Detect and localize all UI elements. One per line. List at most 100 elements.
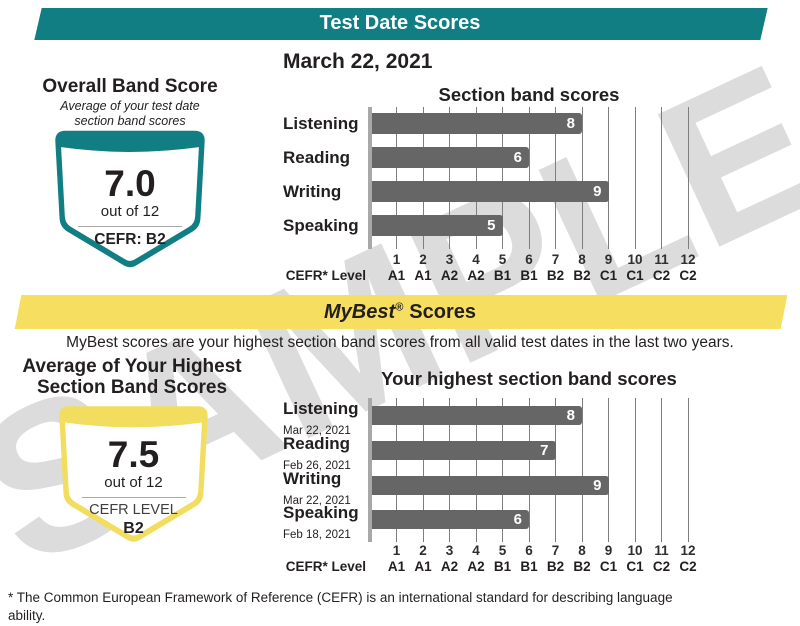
badge-shield-shape: [59, 406, 208, 542]
highest-average-outof: out of 12: [104, 474, 163, 491]
bar-value: 9: [593, 183, 602, 200]
gridline: [502, 398, 503, 536]
gridline: [475, 398, 477, 536]
highest-title-line2: Section Band Scores: [36, 377, 228, 399]
axis-tick: [502, 243, 503, 249]
axis-tick-number: 3: [445, 252, 454, 267]
axis-tick: [528, 536, 530, 542]
axis-tick-number: 9: [604, 252, 613, 267]
row-date: Feb 18, 2021: [283, 528, 351, 541]
footnote-line2: ability.: [8, 607, 46, 623]
bar-listening: 8: [372, 406, 582, 425]
axis-tick: [661, 243, 662, 249]
overall-band-score-title: Overall Band Score: [42, 76, 218, 97]
axis-tick-number: 10: [627, 252, 643, 267]
axis-tick-number: 11: [654, 252, 669, 267]
axis-tick: [581, 536, 583, 542]
gridline: [528, 107, 530, 243]
axis-cefr-label: A2: [440, 268, 459, 283]
gridline: [555, 398, 556, 536]
chart-section-band-scores: Section band scores 1 A1 2 A1 3 A2 4 A2 5 B1 6 B1 7 B…: [283, 84, 697, 299]
row-label-listening: Listening: [283, 114, 359, 133]
axis-tick-number: 2: [419, 543, 427, 558]
mybest-scores-banner-title: MyBest® Scores: [0, 301, 800, 324]
bar-writing: 9: [372, 181, 609, 202]
axis-tick-number: 10: [627, 543, 643, 558]
gridline: [449, 107, 450, 243]
axis-tick: [475, 536, 477, 542]
axis-cefr-label: B2: [546, 559, 565, 574]
bar-speaking: 6: [372, 510, 529, 529]
highest-average-content: 7.5 out of 12 CEFR LEVEL B2: [57, 402, 210, 539]
gridline: [661, 398, 662, 536]
chart-canvas: 1 A1 2 A1 3 A2 4 A2 5 B1 6 B1 7 B2 8 B2 9 C1 10 C1 11 C2 12 C2 C…: [283, 84, 697, 299]
gridline: [661, 107, 662, 243]
axis-tick: [608, 243, 609, 249]
overall-subtitle-line2: section band scores: [74, 114, 186, 128]
gridline: [449, 398, 450, 536]
overall-cefr: CEFR: B2: [94, 231, 166, 248]
axis-tick-number: 5: [498, 543, 507, 558]
axis-tick-number: 2: [419, 252, 427, 267]
axis-tick: [555, 243, 556, 249]
score-divider: [81, 497, 186, 498]
chart-highest-band-scores: Your highest section band scores 1 A1 2 A1 3…: [283, 368, 697, 583]
gridline: [528, 398, 530, 536]
gridline: [396, 107, 397, 243]
row-label-writing: Writing: [283, 182, 342, 201]
row-label-reading: Reading: [283, 148, 351, 167]
axis-line: [367, 398, 372, 542]
highest-average-badge: 7.5 out of 12 CEFR LEVEL B2: [57, 402, 210, 552]
overall-score-outof: out of 12: [100, 203, 160, 220]
gridline: [422, 398, 424, 536]
row-label-speaking: Speaking: [283, 503, 359, 522]
axis-tick-number: 1: [392, 543, 401, 558]
highest-average-title: Average of Your Highest Section Band Sco…: [6, 356, 258, 399]
row-date: Mar 22, 2021: [283, 424, 351, 437]
highest-cefr-value: B2: [123, 520, 144, 538]
axis-tick: [634, 536, 636, 542]
axis-cefr-label: A2: [440, 559, 459, 574]
bar-reading: 6: [372, 147, 529, 168]
gridline: [687, 107, 689, 243]
bar-speaking: 5: [372, 215, 503, 236]
footnote-line1: * The Common European Framework of Refer…: [8, 590, 673, 605]
row-date: Mar 22, 2021: [283, 494, 351, 507]
bar-listening: 8: [372, 113, 582, 134]
axis-tick: [528, 243, 530, 249]
axis-cefr-label: A1: [387, 268, 406, 283]
gridline: [396, 398, 397, 536]
axis-cefr-label: B2: [546, 268, 565, 283]
overall-band-score-subtitle: Average of your test date section band s…: [15, 99, 245, 129]
axis-tick: [422, 536, 424, 542]
axis-cefr-label: B1: [520, 268, 538, 283]
highest-average-value: 7.5: [107, 434, 160, 475]
gridline: [687, 398, 689, 536]
axis-tick: [608, 536, 609, 542]
axis-tick-number: 5: [498, 252, 507, 267]
gridline: [422, 107, 424, 243]
axis-tick-number: 4: [472, 252, 480, 267]
mybest-rest: Scores: [409, 301, 476, 323]
axis-tick: [502, 536, 503, 542]
badge-shield-shape: [55, 130, 205, 268]
gridline: [608, 398, 609, 536]
axis-tick: [634, 243, 636, 249]
axis-line: [367, 107, 372, 249]
bar-value: 8: [566, 407, 575, 424]
axis-tick: [581, 243, 583, 249]
axis-tick: [475, 243, 477, 249]
axis-cefr-label: B1: [520, 559, 538, 574]
bar-value: 8: [566, 115, 575, 132]
gridline: [555, 107, 556, 243]
chart-canvas: 1 A1 2 A1 3 A2 4 A2 5 B1 6 B1 7 B2 8 B2 9 C1 10 C1 11 C2 12 C2 C…: [283, 368, 697, 583]
axis-tick-number: 7: [551, 252, 560, 267]
axis-tick-number: 1: [392, 252, 401, 267]
axis-tick-number: 12: [680, 252, 696, 267]
cefr-footnote: * The Common European Framework of Refer…: [8, 589, 790, 624]
axis-tick-number: 11: [654, 543, 669, 558]
axis-cefr-label: B1: [493, 559, 512, 574]
axis-tick-number: 4: [472, 543, 480, 558]
axis-tick-number: 8: [578, 543, 586, 558]
axis-tick: [687, 536, 689, 542]
